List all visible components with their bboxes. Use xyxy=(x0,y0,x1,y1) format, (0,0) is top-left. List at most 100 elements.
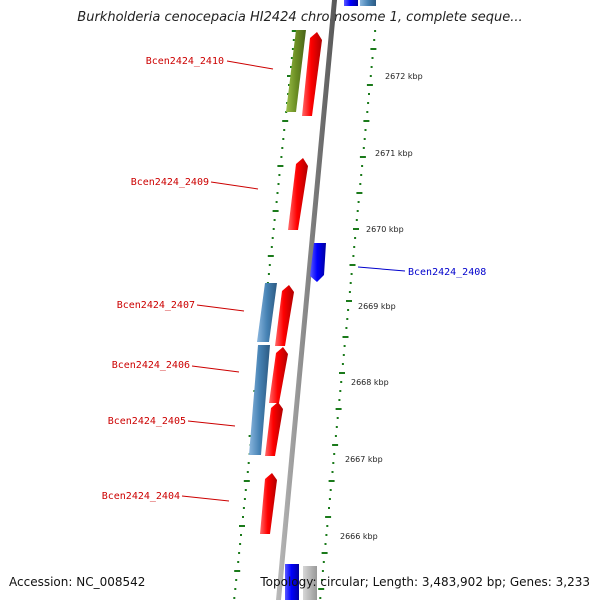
steel-feature-2[interactable] xyxy=(249,345,270,455)
gene-arrow-2406[interactable] xyxy=(269,347,288,403)
gc-dash xyxy=(290,66,292,68)
gc-dash xyxy=(359,183,362,185)
gc-dash xyxy=(277,165,284,167)
gc-dash xyxy=(270,246,273,248)
gc-dash xyxy=(371,57,374,59)
gc-dash xyxy=(334,435,337,437)
gc-dash xyxy=(282,138,285,140)
gc-dash xyxy=(329,489,332,491)
gene-label-2404[interactable]: Bcen2424_2404 xyxy=(102,491,180,502)
gc-dash xyxy=(321,552,328,554)
gene-label-2410[interactable]: Bcen2424_2410 xyxy=(146,56,224,67)
gc-dash xyxy=(368,93,370,95)
gc-dash xyxy=(348,291,351,293)
gc-dash xyxy=(340,381,343,383)
gc-dash xyxy=(239,543,242,545)
olive-feature[interactable] xyxy=(286,30,306,112)
gc-dash xyxy=(338,399,341,401)
gene-label-2405[interactable]: Bcen2424_2405 xyxy=(108,416,186,427)
gc-dash xyxy=(321,579,323,581)
gene-arrow-2405[interactable] xyxy=(265,402,283,456)
gc-dash xyxy=(244,489,247,491)
gc-dash xyxy=(240,534,242,536)
gc-dash xyxy=(374,30,377,32)
gc-dash xyxy=(277,183,280,185)
gc-dash xyxy=(350,273,353,275)
gc-dash xyxy=(366,84,373,86)
gc-dash xyxy=(239,525,245,527)
gc-dash xyxy=(339,390,342,392)
gc-dash xyxy=(349,264,356,266)
gc-dash xyxy=(287,93,290,95)
gc-dash xyxy=(235,579,238,581)
gene-arrow-2408[interactable] xyxy=(310,243,326,282)
gc-dash xyxy=(373,39,376,41)
gc-dash xyxy=(328,480,335,482)
top-steel-feature xyxy=(360,0,376,6)
gc-dash xyxy=(335,426,338,428)
gene-label-2408[interactable]: Bcen2424_2408 xyxy=(408,267,486,278)
steel-feature-1[interactable] xyxy=(257,283,277,342)
gc-dash xyxy=(291,48,294,50)
gc-dash xyxy=(361,165,364,167)
top-blue-feature xyxy=(344,0,358,6)
gc-dash xyxy=(343,345,346,347)
gc-dash xyxy=(369,75,372,77)
bottom-grey-feature xyxy=(303,566,317,600)
gc-dash xyxy=(290,57,293,59)
gc-dash xyxy=(332,444,339,446)
gc-dash xyxy=(353,228,359,230)
gc-dash xyxy=(287,75,293,77)
kbp-tick-2669: 2669 kbp xyxy=(358,302,396,311)
gc-dash xyxy=(346,318,349,320)
gc-dash xyxy=(328,498,331,500)
gc-dash xyxy=(325,516,332,518)
gc-dash xyxy=(272,228,275,230)
gene-arrow-2410[interactable] xyxy=(302,32,322,116)
gc-dash xyxy=(336,417,339,419)
gc-dash xyxy=(267,273,270,275)
gc-dash xyxy=(281,147,284,149)
gc-dash xyxy=(321,570,324,572)
gc-dash xyxy=(345,327,348,329)
gc-dash xyxy=(362,147,365,149)
gc-dash xyxy=(246,471,249,473)
gc-dash xyxy=(322,561,325,563)
gc-dash xyxy=(233,597,236,599)
gc-dash xyxy=(360,174,363,176)
gc-dash xyxy=(356,210,359,212)
gc-dash xyxy=(278,174,281,176)
gc-dash xyxy=(280,156,283,158)
gene-arrow-2409[interactable] xyxy=(288,158,308,230)
gc-dash xyxy=(319,597,322,599)
gene-label-2406[interactable]: Bcen2424_2406 xyxy=(112,360,190,371)
gc-dash xyxy=(363,120,370,122)
gene-arrow-2407[interactable] xyxy=(275,285,294,346)
label-leaders xyxy=(181,60,406,502)
gc-dash xyxy=(328,507,330,509)
gc-dash xyxy=(363,138,366,140)
gc-dash xyxy=(234,588,237,590)
kbp-tick-2668: 2668 kbp xyxy=(351,378,389,387)
gc-dash xyxy=(318,588,325,590)
gc-dash xyxy=(292,39,295,41)
gene-label-2409[interactable]: Bcen2424_2409 xyxy=(131,177,209,188)
gc-dash xyxy=(364,129,367,131)
gc-dash xyxy=(291,30,298,32)
chromosome-backbone xyxy=(276,0,337,600)
gc-dash xyxy=(273,219,276,221)
gc-dash xyxy=(325,534,328,536)
gc-dash xyxy=(341,363,344,365)
gc-dash xyxy=(333,453,336,455)
gc-dash xyxy=(370,66,373,68)
gene-label-2407[interactable]: Bcen2424_2407 xyxy=(117,300,195,311)
gc-dash xyxy=(357,201,360,203)
kbp-tick-2670: 2670 kbp xyxy=(366,225,404,234)
gc-dash xyxy=(370,48,377,50)
gc-dash xyxy=(367,102,370,104)
gc-dash xyxy=(267,255,274,257)
gene-arrow-2404[interactable] xyxy=(260,473,277,534)
gc-dash xyxy=(359,156,366,158)
gc-dash xyxy=(339,372,345,374)
